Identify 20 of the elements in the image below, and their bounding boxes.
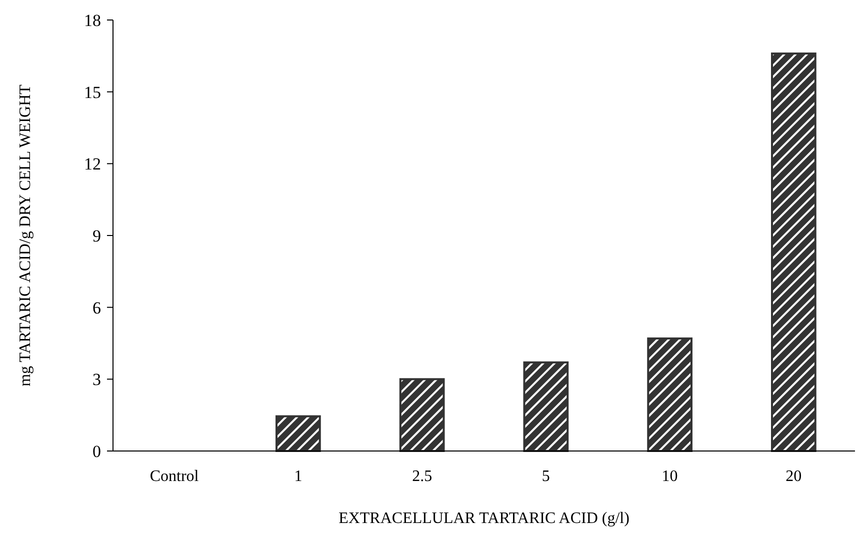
x-axis-title: EXTRACELLULAR TARTARIC ACID (g/l) [338,510,630,527]
bar [771,52,816,452]
x-tick-label: Control [150,468,200,485]
bar [523,361,569,452]
x-tick-label: 20 [786,468,802,485]
x-tick-label: 5 [542,468,550,485]
y-tick-label: 3 [92,370,101,390]
x-tick-label: 1 [294,468,302,485]
y-tick-label: 15 [84,82,101,102]
y-tick-label: 0 [92,442,101,461]
x-tick-label: 10 [662,468,678,485]
bar [399,378,445,452]
y-axis-title: mg TARTARIC ACID/g DRY CELL WEIGHT [17,84,34,386]
y-tick-label: 9 [92,226,101,246]
bar [276,415,321,452]
x-tick-label: 2.5 [412,468,432,485]
y-tick-label: 18 [84,10,101,30]
y-tick-label: 6 [92,298,101,318]
bar [647,337,692,452]
y-tick-label: 12 [84,154,101,174]
